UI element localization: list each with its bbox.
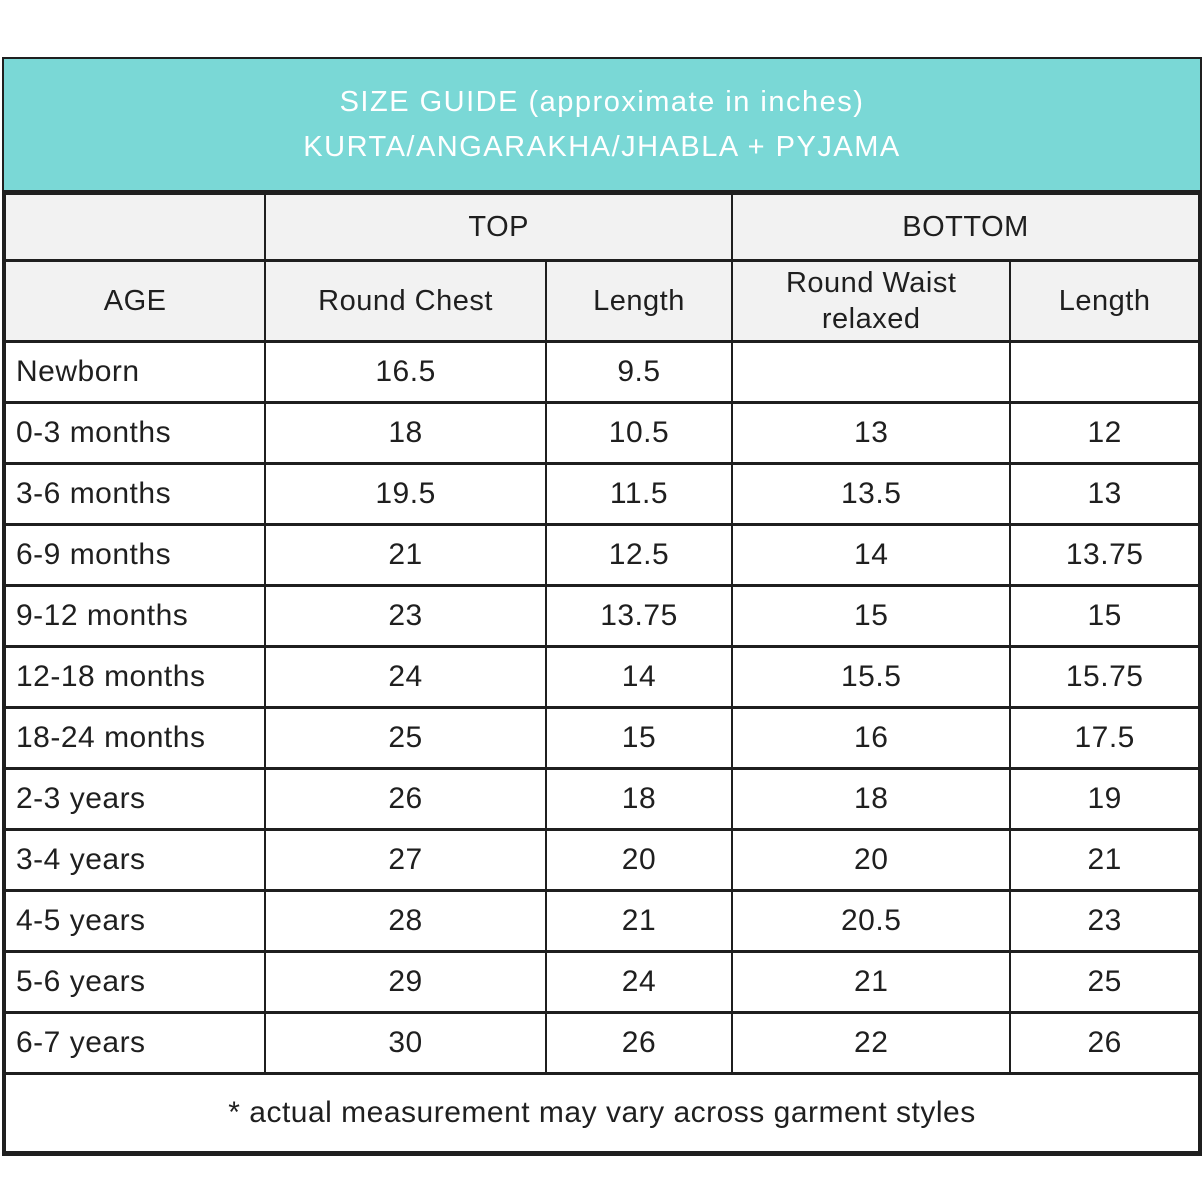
round-waist-cell: 20.5 <box>731 889 1012 953</box>
age-cell: 4-5 years <box>3 889 267 953</box>
bottom-length-cell: 17.5 <box>1009 706 1200 770</box>
table-row: 18-24 months 25 15 16 17.5 <box>3 706 1200 770</box>
top-length-cell: 24 <box>544 950 734 1014</box>
top-length-cell: 15 <box>544 706 734 770</box>
round-waist-cell: 15.5 <box>731 645 1012 709</box>
round-chest-cell: 30 <box>264 1011 547 1075</box>
round-chest-cell: 21 <box>264 523 547 587</box>
table-row: 3-6 months 19.5 11.5 13.5 13 <box>3 462 1200 526</box>
top-length-cell: 9.5 <box>544 340 734 404</box>
round-waist-cell: 22 <box>731 1011 1012 1075</box>
table-row: 4-5 years 28 21 20.5 23 <box>3 889 1200 953</box>
bottom-length-cell: 13.75 <box>1009 523 1200 587</box>
age-cell: 3-4 years <box>3 828 267 892</box>
age-cell: 3-6 months <box>3 462 267 526</box>
age-cell: 6-7 years <box>3 1011 267 1075</box>
blank-corner-cell <box>3 192 267 262</box>
bottom-length-cell: 12 <box>1009 401 1200 465</box>
bottom-length-cell: 13 <box>1009 462 1200 526</box>
round-chest-cell: 29 <box>264 950 547 1014</box>
round-waist-label: Round Waist relaxed <box>785 266 957 335</box>
column-header-top-length: Length <box>544 259 734 343</box>
table-row: 3-4 years 27 20 20 21 <box>3 828 1200 892</box>
column-header-round-chest: Round Chest <box>264 259 547 343</box>
round-chest-cell: 26 <box>264 767 547 831</box>
footnote-text: * actual measurement may vary across gar… <box>4 1072 1200 1154</box>
footnote-row: * actual measurement may vary across gar… <box>4 1072 1200 1154</box>
round-waist-cell: 15 <box>731 584 1012 648</box>
round-chest-cell: 28 <box>264 889 547 953</box>
age-cell: 2-3 years <box>3 767 267 831</box>
table-row: 2-3 years 26 18 18 19 <box>3 767 1200 831</box>
age-cell: 12-18 months <box>3 645 267 709</box>
bottom-length-cell: 21 <box>1009 828 1200 892</box>
group-header-bottom: BOTTOM <box>731 192 1200 262</box>
top-length-cell: 20 <box>544 828 734 892</box>
bottom-length-cell: 25 <box>1009 950 1200 1014</box>
column-header-bottom-length: Length <box>1009 259 1200 343</box>
bottom-length-cell: 15 <box>1009 584 1200 648</box>
round-chest-cell: 23 <box>264 584 547 648</box>
round-chest-cell: 25 <box>264 706 547 770</box>
top-length-cell: 18 <box>544 767 734 831</box>
bottom-length-cell: 23 <box>1009 889 1200 953</box>
round-chest-cell: 16.5 <box>264 340 547 404</box>
age-cell: 18-24 months <box>3 706 267 770</box>
round-waist-cell: 13 <box>731 401 1012 465</box>
size-guide-panel: SIZE GUIDE (approximate in inches) KURTA… <box>2 57 1202 1156</box>
round-waist-cell: 16 <box>731 706 1012 770</box>
bottom-length-cell: 15.75 <box>1009 645 1200 709</box>
round-waist-cell: 18 <box>731 767 1012 831</box>
round-chest-cell: 18 <box>264 401 547 465</box>
table-row: 6-7 years 30 26 22 26 <box>3 1011 1200 1075</box>
column-header-round-waist: Round Waist relaxed <box>731 259 1012 343</box>
table-row: 5-6 years 29 24 21 25 <box>3 950 1200 1014</box>
round-waist-cell: 14 <box>731 523 1012 587</box>
table-row: Newborn 16.5 9.5 <box>3 340 1200 404</box>
top-length-cell: 14 <box>544 645 734 709</box>
round-waist-cell: 13.5 <box>731 462 1012 526</box>
title-band: SIZE GUIDE (approximate in inches) KURTA… <box>4 59 1200 192</box>
bottom-length-cell: 26 <box>1009 1011 1200 1075</box>
top-length-cell: 13.75 <box>544 584 734 648</box>
age-cell: 5-6 years <box>3 950 267 1014</box>
bottom-length-cell: 19 <box>1009 767 1200 831</box>
top-length-cell: 10.5 <box>544 401 734 465</box>
top-length-cell: 21 <box>544 889 734 953</box>
table-row: 6-9 months 21 12.5 14 13.75 <box>3 523 1200 587</box>
bottom-length-cell <box>1009 340 1200 404</box>
age-cell: 0-3 months <box>3 401 267 465</box>
title-line-2: KURTA/ANGARAKHA/JHABLA + PYJAMA <box>303 130 901 163</box>
size-guide-table: TOP BOTTOM AGE Round Chest Length Round … <box>3 192 1200 1154</box>
round-waist-cell <box>731 340 1012 404</box>
age-cell: 6-9 months <box>3 523 267 587</box>
age-cell: Newborn <box>3 340 267 404</box>
top-length-cell: 26 <box>544 1011 734 1075</box>
table-row: 9-12 months 23 13.75 15 15 <box>3 584 1200 648</box>
top-length-cell: 12.5 <box>544 523 734 587</box>
table-row: 0-3 months 18 10.5 13 12 <box>3 401 1200 465</box>
round-waist-cell: 21 <box>731 950 1012 1014</box>
group-header-top: TOP <box>264 192 734 262</box>
round-waist-cell: 20 <box>731 828 1012 892</box>
title-line-1: SIZE GUIDE (approximate in inches) <box>339 85 865 118</box>
column-header-row: AGE Round Chest Length Round Waist relax… <box>3 259 1200 343</box>
table-row: 12-18 months 24 14 15.5 15.75 <box>3 645 1200 709</box>
round-chest-cell: 24 <box>264 645 547 709</box>
age-cell: 9-12 months <box>3 584 267 648</box>
round-chest-cell: 27 <box>264 828 547 892</box>
top-length-cell: 11.5 <box>544 462 734 526</box>
round-chest-cell: 19.5 <box>264 462 547 526</box>
column-header-age: AGE <box>3 259 267 343</box>
group-header-row: TOP BOTTOM <box>3 192 1200 262</box>
